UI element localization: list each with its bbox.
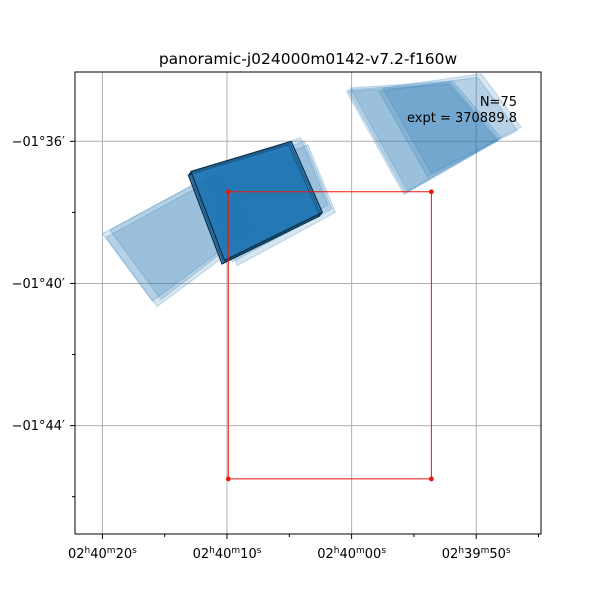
y-tick-label: −01°44′ (12, 419, 65, 434)
x-tick-label: 02h40m20s (68, 546, 137, 562)
footprint-polygon (349, 80, 502, 192)
footprint-polygon (378, 76, 519, 178)
x-tick-label: 02h39m50s (442, 546, 511, 562)
y-tick-label: −01°40′ (12, 277, 65, 292)
red-outline-vertex (225, 476, 231, 482)
annotation-count: N=75 (480, 95, 517, 110)
footprint-polygon (347, 82, 500, 194)
red-outline-vertex (428, 189, 434, 195)
red-outline-vertex (428, 476, 434, 482)
plot-frame (74, 71, 542, 535)
annotation-exposure: expt = 370889.8 (407, 111, 517, 126)
y-tick-label: −01°36′ (12, 135, 65, 150)
footprint-polygon (382, 73, 522, 174)
red-outline (225, 189, 434, 482)
red-outline-vertex (225, 189, 231, 195)
axis-ticks: 02h40m20s 02h40m10s 02h40m00s 02h39m50s −01°… (12, 135, 540, 562)
chart-title: panoramic-j024000m0142-v7.2-f160w (159, 50, 458, 68)
footprint-polygon (345, 83, 499, 196)
footprint-polygon-dark (190, 140, 324, 262)
grid-lines (75, 72, 541, 534)
footprints (101, 73, 522, 308)
x-tick-label: 02h40m00s (317, 546, 386, 562)
x-tick-label: 02h40m10s (193, 546, 262, 562)
